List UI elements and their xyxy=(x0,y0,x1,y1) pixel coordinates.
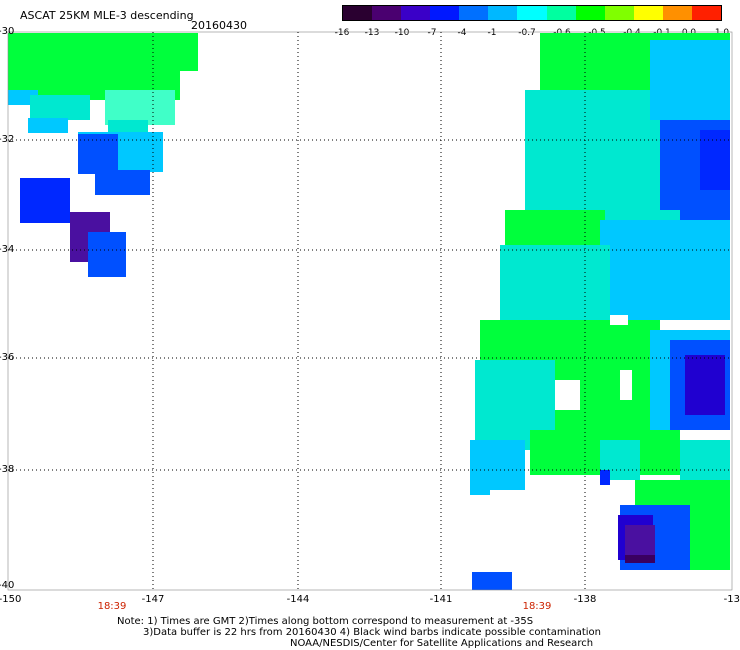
longitude-tick-label: -141 xyxy=(429,594,453,605)
swath-cell xyxy=(500,245,610,325)
swath-cell xyxy=(700,130,730,190)
map-frame xyxy=(7,31,733,591)
swath-cell xyxy=(8,33,198,71)
swath-cell xyxy=(625,525,655,560)
swath-cell xyxy=(625,555,655,563)
swath-cell xyxy=(620,370,632,400)
swath-cell xyxy=(30,95,90,120)
swath-cell xyxy=(690,540,730,570)
swath-cell xyxy=(470,440,525,490)
longitude-tick-label: -147 xyxy=(141,594,165,605)
colorbar-swatch xyxy=(604,6,634,20)
colorbar-label: -10 xyxy=(394,28,410,38)
swath-cell xyxy=(78,134,118,174)
swath-cell xyxy=(470,490,490,495)
colorbar-swatch xyxy=(372,6,402,20)
colorbar-swatch xyxy=(662,6,692,20)
latitude-tick-label: -36 xyxy=(0,352,15,363)
swath-cell xyxy=(88,232,126,277)
colorbar-label: -1 xyxy=(487,28,497,38)
colorbar-swatch xyxy=(488,6,518,20)
swath-cell xyxy=(472,572,512,590)
swath-cell xyxy=(20,178,70,223)
wind-swath xyxy=(8,33,730,590)
colorbar xyxy=(342,5,722,21)
map-title: ASCAT 25KM MLE-3 descending xyxy=(20,9,194,22)
colorbar-label: -16 xyxy=(334,28,350,38)
colorbar-label: -0.7 xyxy=(518,28,536,38)
colorbar-label: -4 xyxy=(457,28,467,38)
colorbar-swatch xyxy=(401,6,431,20)
latitude-tick-label: -38 xyxy=(0,464,15,475)
swath-cell xyxy=(505,210,605,250)
swath-cell xyxy=(610,315,628,325)
colorbar-swatch xyxy=(633,6,663,20)
time-label-right: 18:39 xyxy=(522,601,552,612)
note-line-3: NOAA/NESDIS/Center for Satellite Applica… xyxy=(290,638,594,649)
longitude-tick-label: -135 xyxy=(723,594,740,605)
swath-cell xyxy=(105,90,175,125)
latitude-tick-label: -32 xyxy=(0,134,15,145)
swath-cell xyxy=(28,118,68,133)
latitude-tick-label: -34 xyxy=(0,244,15,255)
longitude-tick-label: -144 xyxy=(286,594,310,605)
longitude-tick-label: -150 xyxy=(0,594,22,605)
note-line-2: 3)Data buffer is 22 hrs from 20160430 4)… xyxy=(143,627,601,638)
note-line-1: Note: 1) Times are GMT 2)Times along bot… xyxy=(117,616,534,627)
colorbar-label: -7 xyxy=(427,28,437,38)
latitude-tick-label: -40 xyxy=(0,580,15,591)
swath-cell xyxy=(600,220,730,320)
colorbar-swatch xyxy=(517,6,547,20)
swath-cell xyxy=(650,40,730,120)
longitude-tick-label: -138 xyxy=(573,594,597,605)
swath-cell xyxy=(685,355,725,415)
time-label-left: 18:39 xyxy=(97,601,127,612)
swath-cell xyxy=(95,170,150,195)
colorbar-swatch xyxy=(430,6,460,20)
map-date: 20160430 xyxy=(191,19,247,32)
colorbar-swatch xyxy=(575,6,605,20)
swath-cell xyxy=(600,470,610,485)
colorbar-swatch xyxy=(546,6,576,20)
colorbar-swatch xyxy=(343,6,373,20)
colorbar-swatch xyxy=(459,6,489,20)
lat-lon-grid xyxy=(7,31,733,591)
latitude-tick-label: -30 xyxy=(0,26,15,37)
colorbar-label: -13 xyxy=(364,28,380,38)
colorbar-swatch xyxy=(691,6,722,20)
